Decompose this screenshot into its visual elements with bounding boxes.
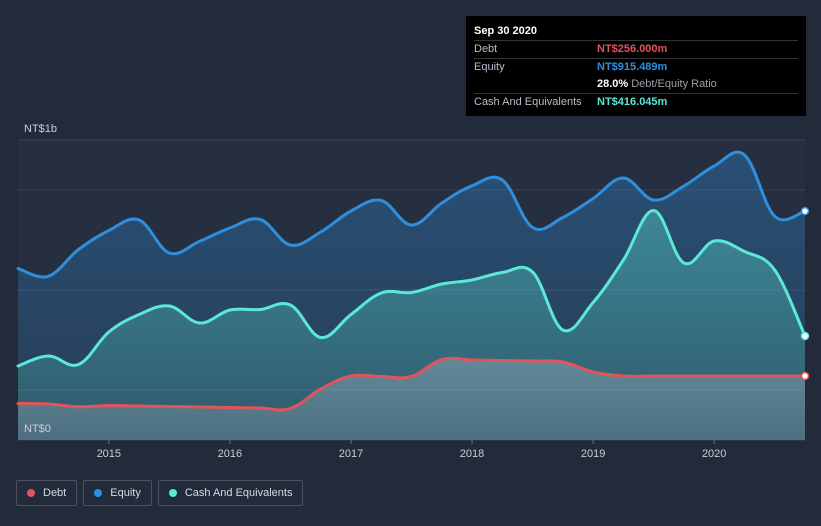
equity-end-marker [800,206,810,216]
cash-dot-icon [168,489,177,497]
equity-dot-icon [94,489,103,497]
x-tick-label: 2015 [97,448,121,460]
x-tick-label: 2016 [218,448,242,460]
tooltip-cash-row: Cash And Equivalents NT$416.045m [474,93,798,111]
legend-equity-label: Equity [110,487,141,499]
tooltip-ratio-value: 28.0% [597,78,629,90]
x-tick-label: 2017 [339,448,363,460]
cash-end-marker [800,331,810,341]
x-axis-ticks: 2015 2016 2017 2018 2019 2020 [97,440,726,460]
tooltip-debt-value: NT$256.000m [597,43,668,55]
tooltip-panel: Sep 30 2020 Debt NT$256.000m Equity NT$9… [466,16,806,116]
tooltip-ratio-label: Debt/Equity Ratio [631,78,717,90]
debt-line [16,356,807,412]
tooltip-equity-value: NT$915.489m [597,61,668,73]
legend-item-debt[interactable]: Debt [16,480,78,506]
tooltip-date: Sep 30 2020 [474,25,537,37]
legend-item-equity[interactable]: Equity [83,480,152,506]
x-tick-label: 2019 [581,448,605,460]
x-tick-label: 2020 [702,448,726,460]
x-tick-label: 2018 [460,448,484,460]
tooltip-cash-label: Cash And Equivalents [474,96,582,108]
end-markers [800,206,810,381]
y-axis-bottom-label: NT$0 [24,423,51,435]
tooltip-debt-row: Debt NT$256.000m [474,40,798,58]
debt-area [18,358,805,440]
legend-item-cash[interactable]: Cash And Equivalents [157,480,304,506]
debt-end-marker [800,371,810,381]
equity-line [16,150,807,279]
debt-dot-icon [27,489,35,497]
tooltip-equity-row: Equity NT$915.489m [474,58,798,76]
legend: Debt Equity Cash And Equivalents [16,480,304,506]
y-axis-top-label: NT$1b [24,123,57,135]
series-areas [18,152,805,440]
tooltip-equity-label: Equity [474,61,505,73]
tooltip-ratio-row: 28.0% Debt/Equity Ratio [474,76,798,93]
legend-debt-label: Debt [43,487,67,499]
cash-line [16,208,807,368]
tooltip-debt-label: Debt [474,43,498,55]
series-lines [16,150,807,412]
legend-cash-label: Cash And Equivalents [184,487,293,499]
tooltip-cash-value: NT$416.045m [597,96,668,108]
